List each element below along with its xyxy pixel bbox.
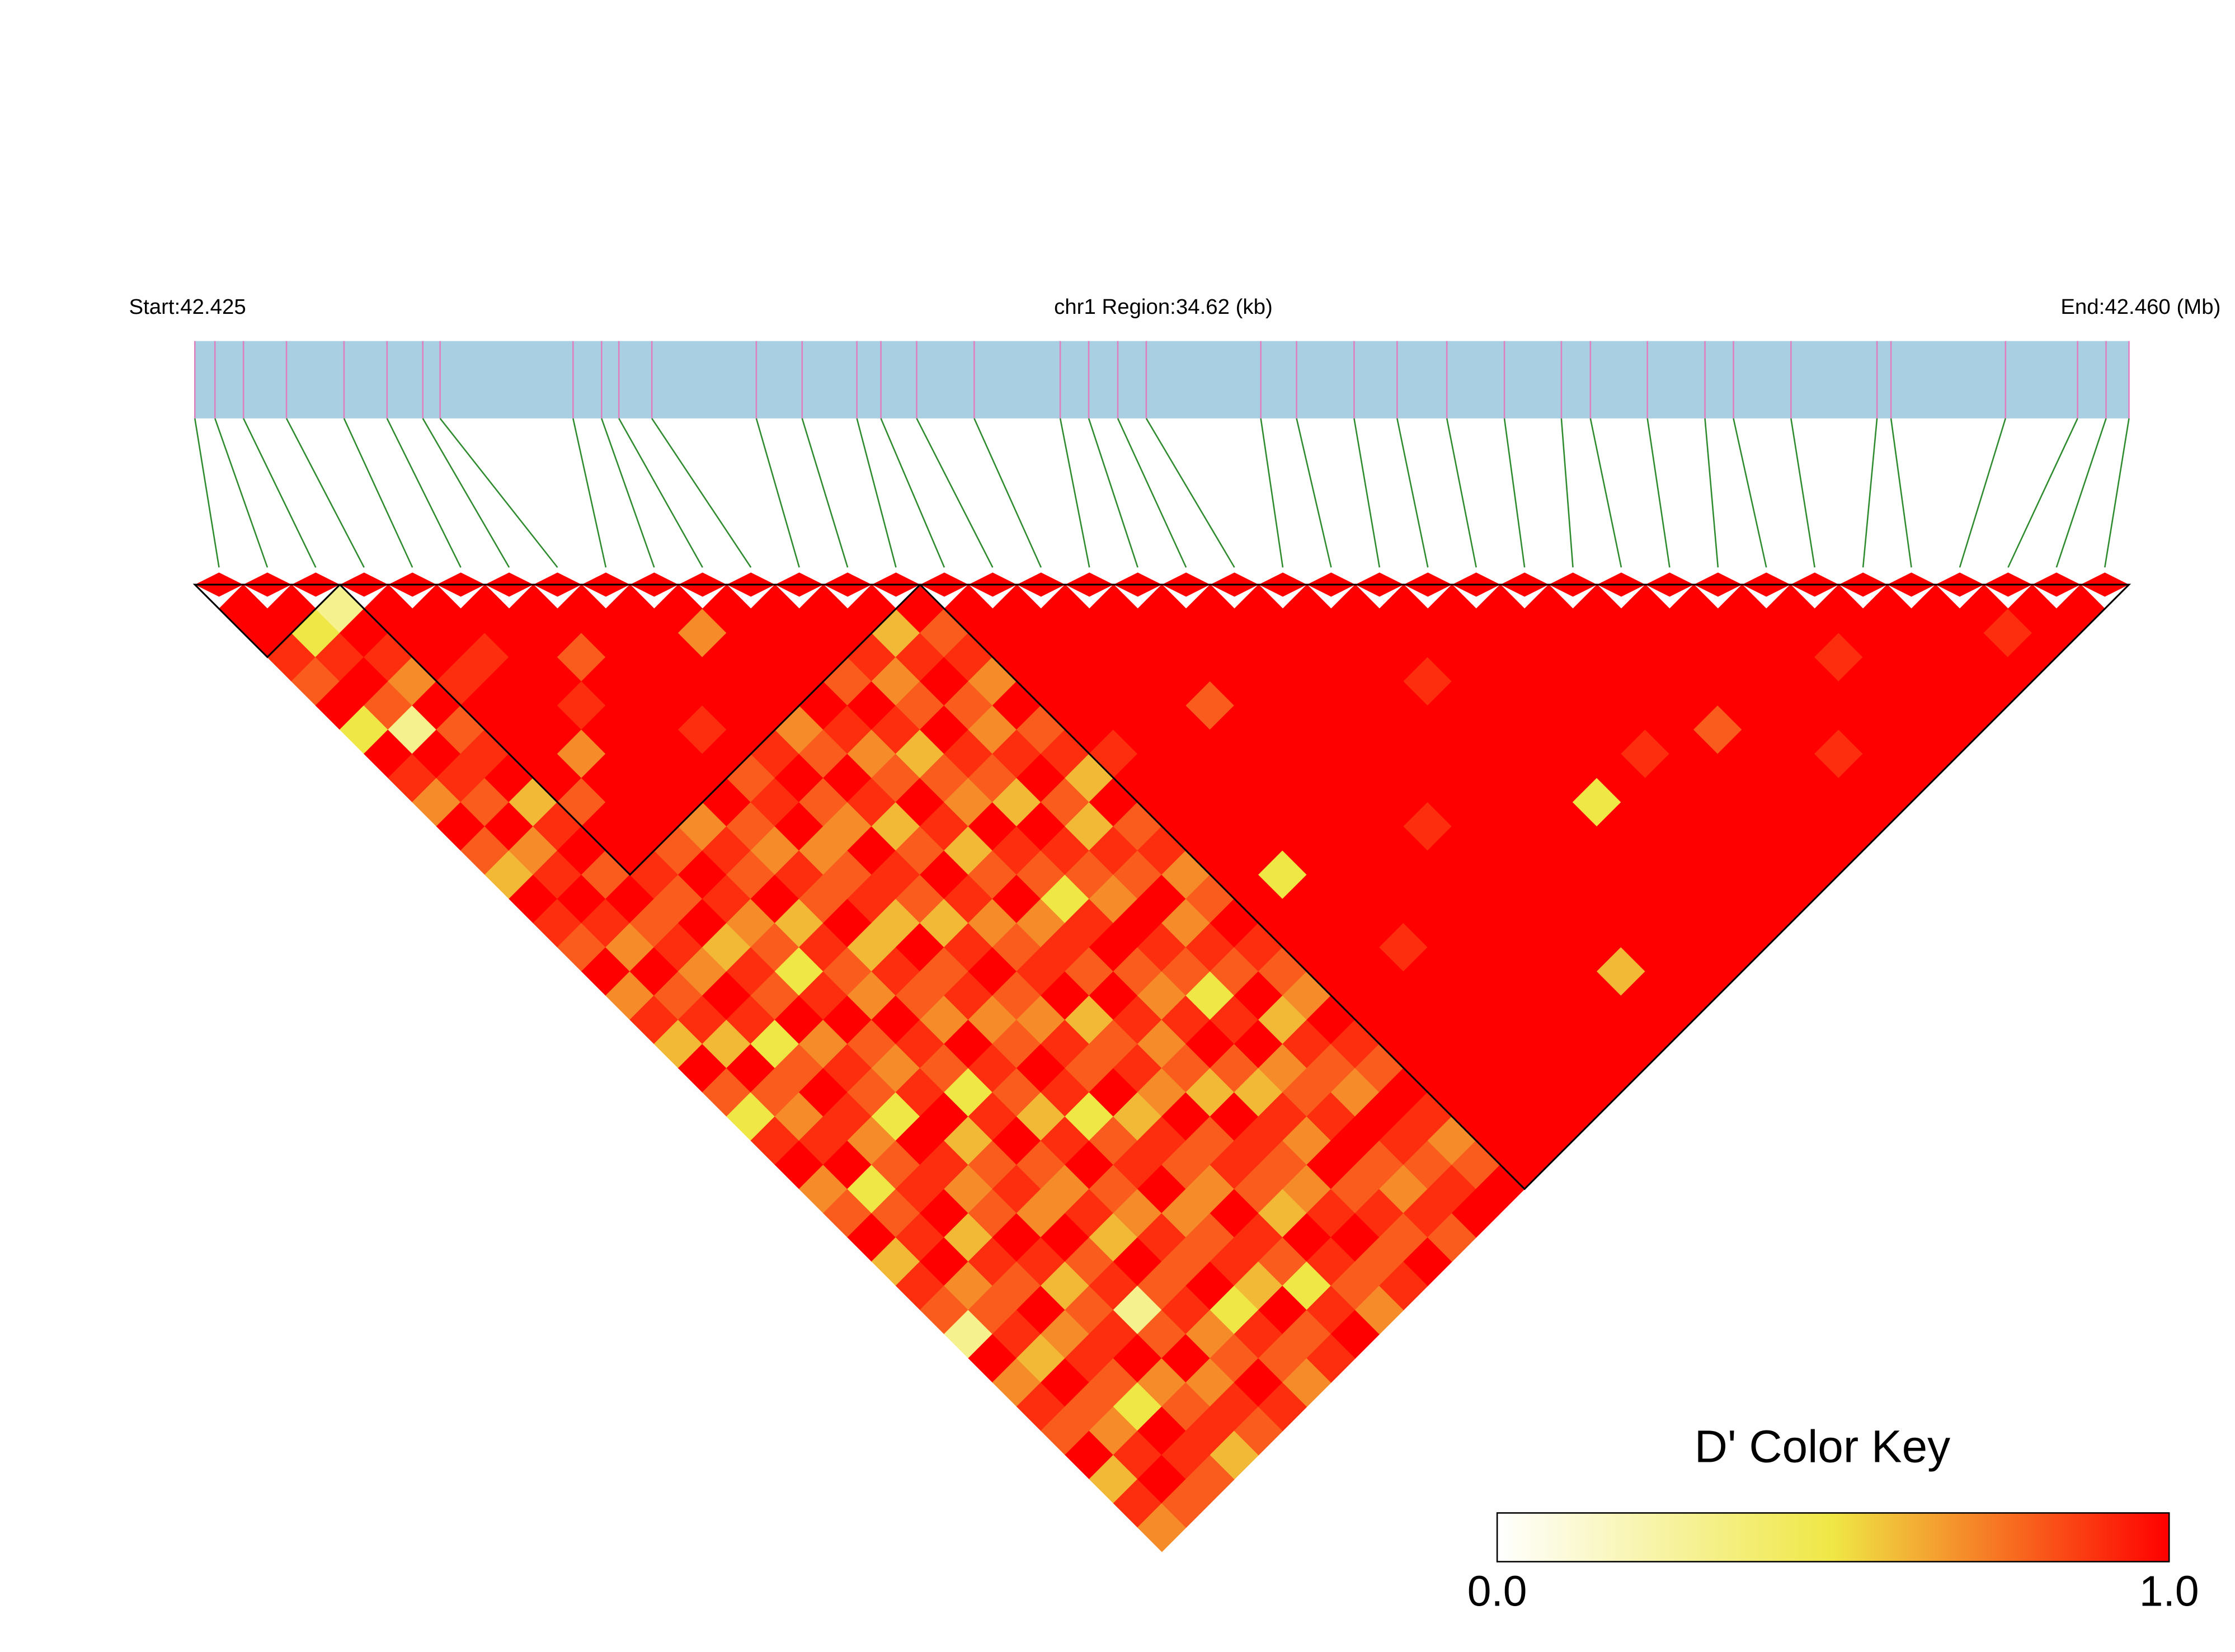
- snp-connector: [194, 418, 220, 568]
- snp-connector: [1890, 418, 1912, 568]
- color-key-title: D' Color Key: [1695, 1421, 1950, 1472]
- snp-connector: [618, 418, 703, 568]
- snp-connector: [973, 418, 1042, 568]
- snp-connector: [1296, 418, 1332, 568]
- ld-block: [918, 583, 2132, 1190]
- snp-connector: [1446, 418, 1477, 568]
- snp-connector: [801, 418, 849, 568]
- snp-connector: [1589, 418, 1622, 568]
- snp-connector: [1560, 418, 1574, 568]
- snp-connector: [285, 418, 365, 568]
- snp-connector: [651, 418, 752, 568]
- snp-connector: [916, 418, 994, 568]
- snp-connector: [755, 418, 800, 568]
- snp-connector: [439, 418, 558, 568]
- snp-connector: [880, 418, 945, 568]
- region-label: chr1 Region:34.62 (kb): [1054, 295, 1273, 319]
- snp-connector: [1704, 418, 1719, 568]
- end-label: End:42.460 (Mb): [2060, 295, 2220, 319]
- snp-connector: [1646, 418, 1671, 568]
- snp-connector: [1790, 418, 1815, 568]
- snp-connector: [2104, 418, 2130, 568]
- snp-connector: [422, 418, 510, 568]
- snp-connector: [1260, 418, 1284, 568]
- snp-connector: [572, 418, 607, 568]
- region-bar: [195, 341, 2129, 418]
- snp-connector: [386, 418, 462, 568]
- snp-connector: [1117, 418, 1187, 568]
- color-key-bar: [1496, 1512, 2170, 1562]
- ld-block: [192, 583, 342, 658]
- snp-connector: [1059, 418, 1090, 568]
- snp-connector: [243, 418, 317, 568]
- snp-connector: [1145, 418, 1235, 568]
- ld-block: [337, 583, 923, 876]
- snp-connector: [1503, 418, 1526, 568]
- snp-connector: [1088, 418, 1138, 568]
- snp-connector: [856, 418, 897, 568]
- color-key-tick-label: 0.0: [1467, 1568, 1527, 1616]
- snp-connector: [1733, 418, 1767, 568]
- snp-connector: [1396, 418, 1429, 568]
- snp-connector: [601, 418, 655, 568]
- snp-connector: [214, 418, 269, 568]
- snp-connector: [343, 418, 413, 568]
- snp-connector: [1353, 418, 1381, 568]
- snp-connector: [1862, 418, 1878, 568]
- snp-connector: [2055, 418, 2107, 568]
- snp-connector: [1959, 418, 2007, 568]
- start-label: Start:42.425: [129, 295, 246, 319]
- snp-connector: [2007, 418, 2078, 568]
- color-key-tick-label: 1.0: [2139, 1568, 2199, 1616]
